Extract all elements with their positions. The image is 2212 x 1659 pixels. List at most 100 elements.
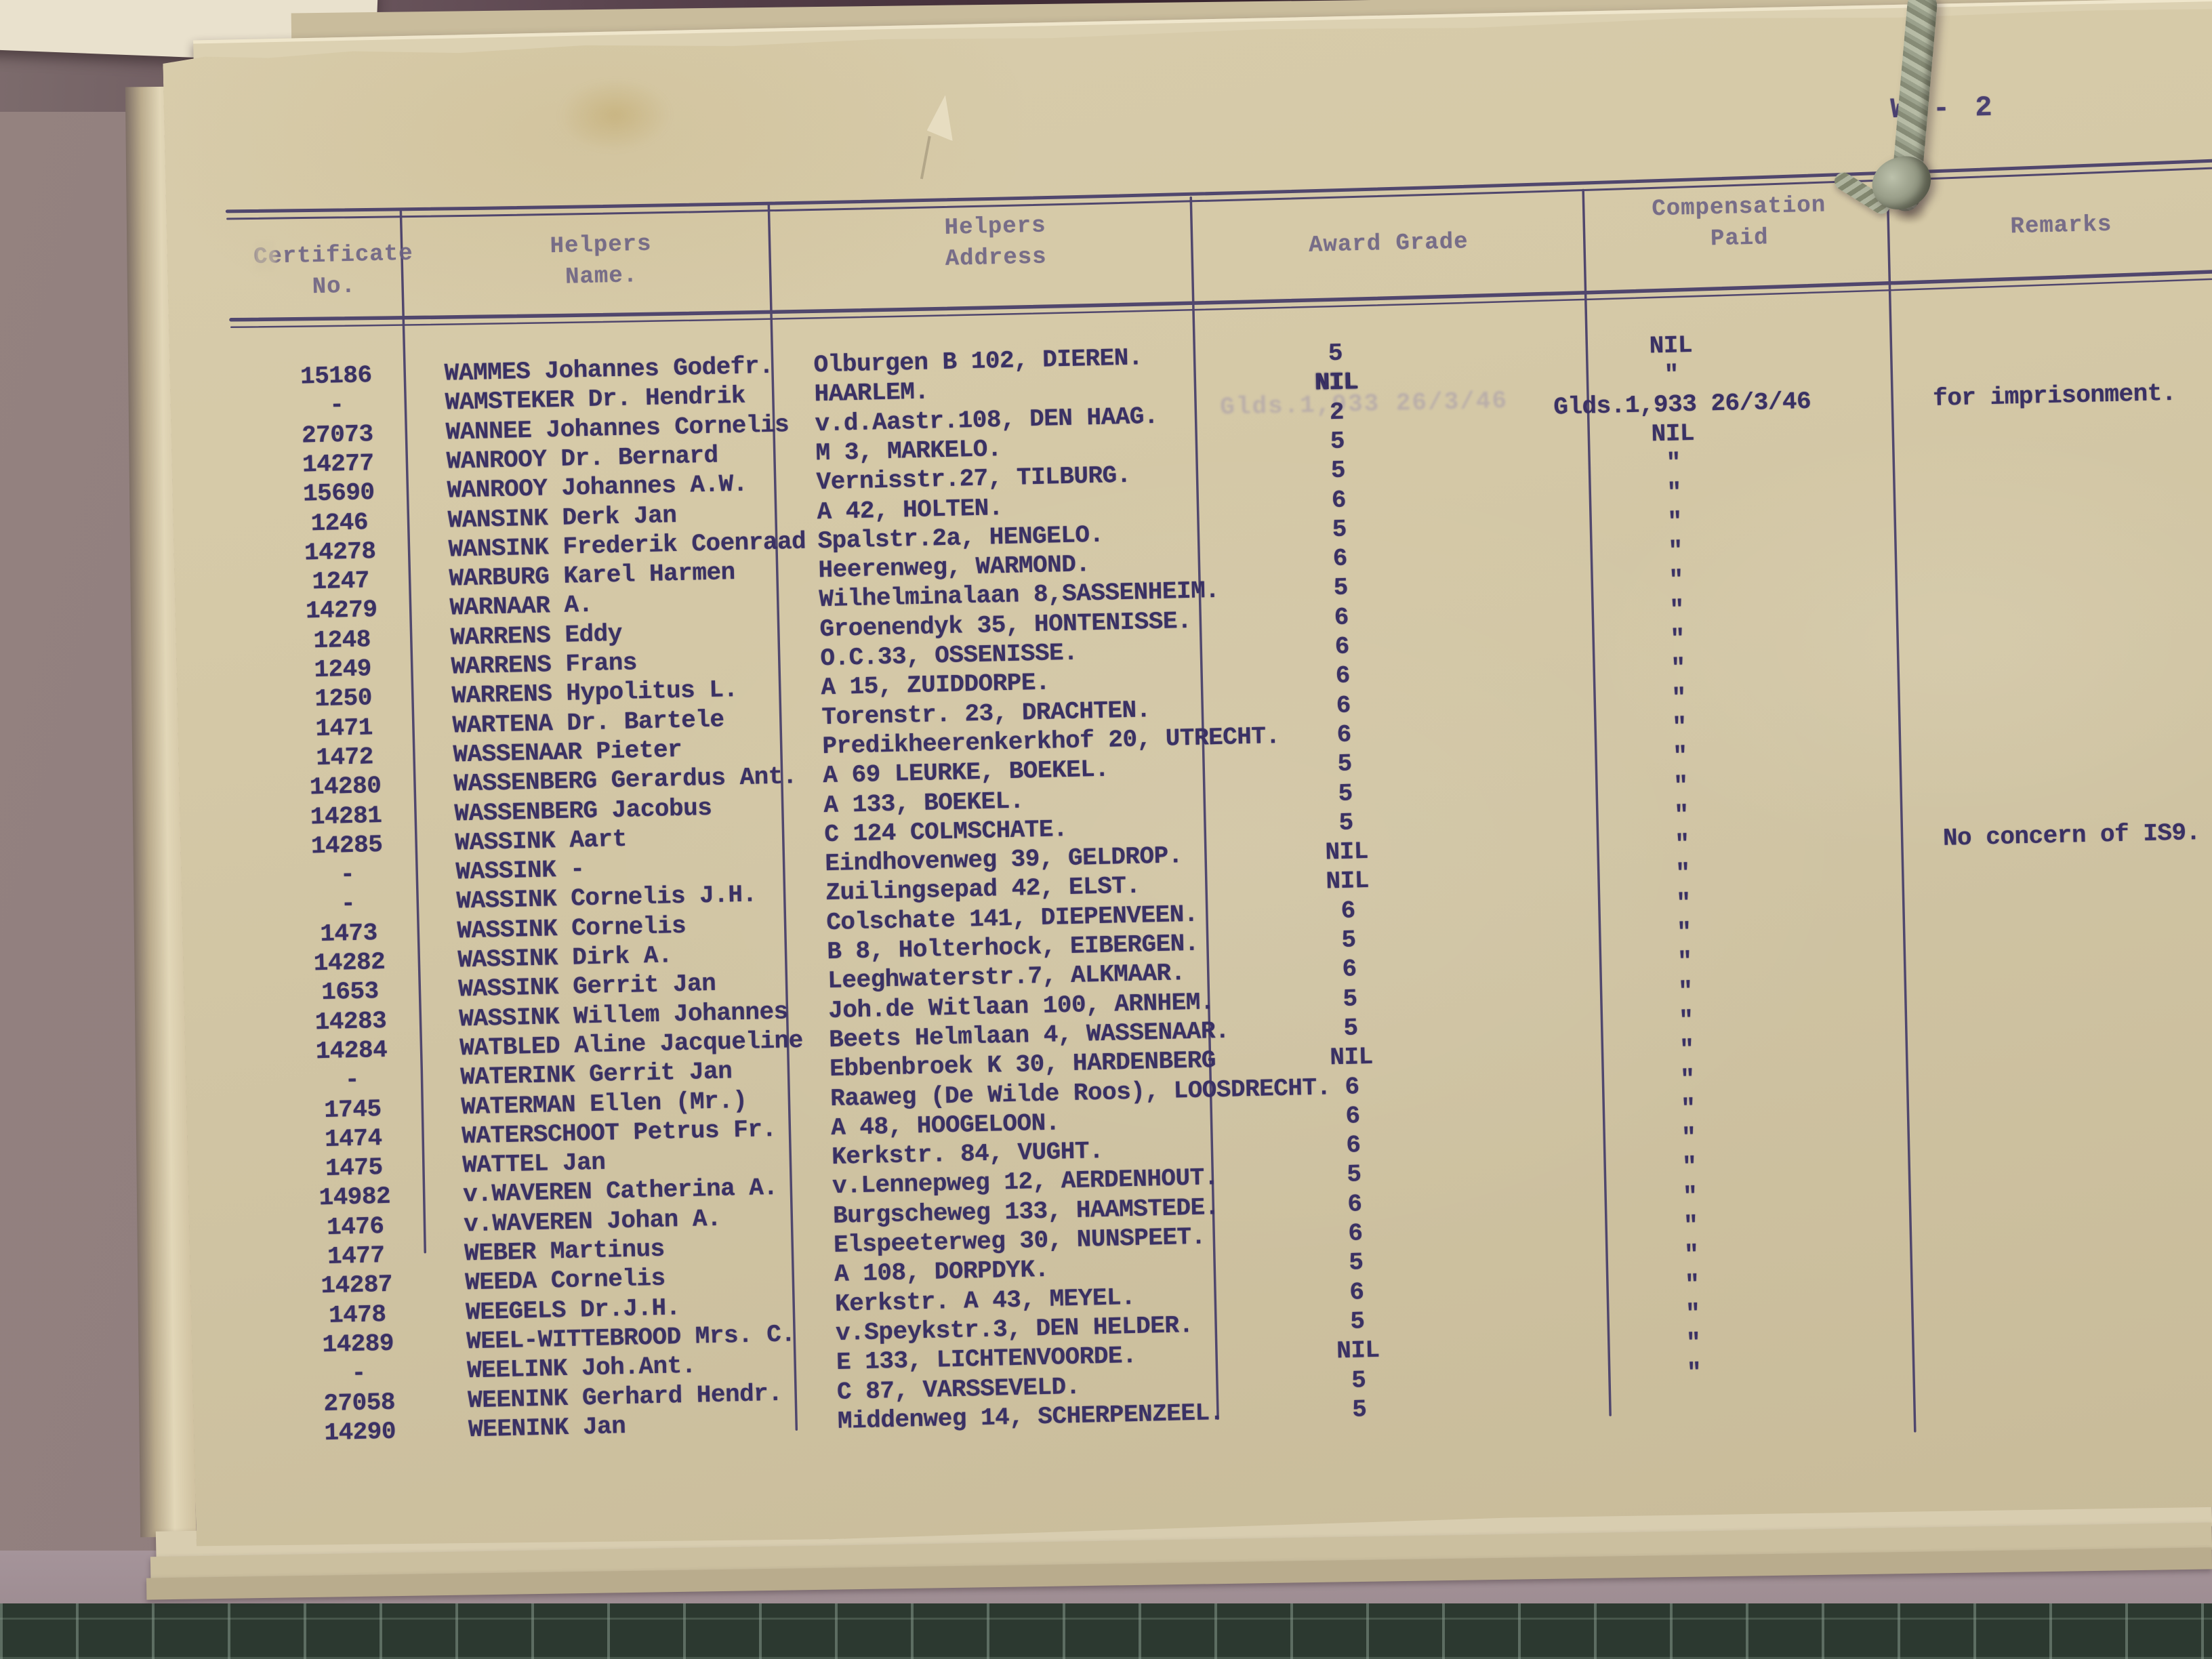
cell-grade: 5 xyxy=(1351,1395,1367,1424)
cell-compensation: " xyxy=(1675,830,1690,859)
cell-grade: 2 xyxy=(1329,398,1345,426)
cell-compensation: " xyxy=(1673,771,1689,800)
cell-address: A 15, ZUIDDORPE. xyxy=(821,668,1050,702)
cell-grade: 5 xyxy=(1328,339,1343,368)
cell-cert: 14277 xyxy=(302,449,375,479)
cell-compensation: " xyxy=(1683,1212,1698,1240)
cell-cert: 1474 xyxy=(324,1124,383,1153)
cell-compensation: " xyxy=(1670,625,1685,653)
cell-name: WARRENS Eddy xyxy=(450,619,623,652)
cell-cert: - xyxy=(344,1066,360,1094)
cell-name: WARRENS Frans xyxy=(451,649,638,681)
cell-grade: 6 xyxy=(1331,486,1347,514)
cell-remarks: No concern of IS9. xyxy=(1942,819,2201,853)
cell-address: O.C.33, OSSENISSE. xyxy=(820,638,1078,673)
cell-compensation: " xyxy=(1666,449,1681,478)
cell-grade: 5 xyxy=(1348,1248,1364,1277)
cell-cert: 14279 xyxy=(305,596,377,626)
cell-grade: 6 xyxy=(1335,661,1351,691)
cell-name: WEELINK Joh.Ant. xyxy=(466,1351,697,1385)
cell-address: Spalstr.2a, HENGELO. xyxy=(817,520,1105,556)
cell-compensation: " xyxy=(1669,595,1685,624)
cell-cert: 14287 xyxy=(321,1271,393,1300)
column-header-helpers-address: Helpers Address xyxy=(800,207,1191,279)
cell-remarks: for imprisonment. xyxy=(1932,379,2177,413)
cell-address: Kerkstr. A 43, MEYEL. xyxy=(834,1283,1136,1318)
cell-cert: 27058 xyxy=(323,1388,396,1418)
cell-address: C 87, VARSSEVELD. xyxy=(836,1372,1081,1406)
cell-cert: - xyxy=(351,1359,367,1388)
cell-grade: NIL xyxy=(1326,867,1370,896)
cell-name: WASSINK - xyxy=(455,855,585,886)
cell-grade: 6 xyxy=(1342,955,1357,984)
cell-compensation: " xyxy=(1668,566,1684,595)
cell-name: WASSENAAR Pieter xyxy=(453,735,682,769)
cell-name: WANSINK Derk Jan xyxy=(447,501,677,535)
cell-compensation: " xyxy=(1679,1065,1695,1094)
cell-grade: 5 xyxy=(1330,427,1345,455)
cell-cert: - xyxy=(329,391,344,419)
cell-cert: 1653 xyxy=(321,977,380,1007)
cell-address: A 69 LEURKE, BOEKEL. xyxy=(822,755,1109,790)
cell-cert: 15690 xyxy=(302,478,375,508)
cell-name: WATERINK Gerrit Jan xyxy=(459,1057,733,1092)
cell-grade: 5 xyxy=(1337,750,1353,779)
cell-compensation: " xyxy=(1676,918,1692,947)
cell-compensation: " xyxy=(1673,742,1688,771)
cell-cert: 1477 xyxy=(327,1242,386,1271)
cell-name: WATTEL Jan xyxy=(462,1148,606,1180)
cell-compensation: " xyxy=(1675,859,1691,888)
cell-grade: 6 xyxy=(1347,1189,1363,1218)
cell-cert: 14982 xyxy=(319,1183,391,1212)
cell-cert: 14290 xyxy=(324,1417,396,1447)
cell-name: WARRENS Hypolitus L. xyxy=(451,676,739,710)
cell-grade: 6 xyxy=(1332,544,1348,573)
cell-grade: 5 xyxy=(1333,573,1349,602)
cell-address: A 48, HOOGELOON. xyxy=(830,1109,1061,1142)
cell-grade: 6 xyxy=(1336,691,1351,720)
cell-name: WARTENA Dr. Bartele xyxy=(452,705,724,740)
cell-compensation: " xyxy=(1679,1036,1694,1064)
cell-cert: 27073 xyxy=(301,419,374,450)
cell-address: Kerkstr. 84, VUGHT. xyxy=(831,1137,1104,1172)
cell-name: WASSINK Cornelis xyxy=(457,912,687,945)
cell-grade: 5 xyxy=(1330,456,1346,485)
cell-grade: 6 xyxy=(1347,1219,1363,1248)
table-grid-lines xyxy=(163,5,2212,1553)
cell-compensation: NIL xyxy=(1649,331,1693,361)
cell-name: WANROOY Dr. Bernard xyxy=(446,441,719,476)
cell-cert: 1249 xyxy=(314,655,372,684)
cell-address: Heerenweg, WARMOND. xyxy=(818,550,1090,585)
cell-grade: 5 xyxy=(1343,1014,1359,1042)
cell-compensation: " xyxy=(1677,947,1693,976)
column-header-helpers-name: Helpers Name. xyxy=(431,226,771,296)
cell-name: WATERMAN Ellen (Mr.) xyxy=(460,1086,747,1121)
cell-compensation: " xyxy=(1667,508,1683,536)
cell-cert: 14281 xyxy=(310,801,382,831)
cell-compensation: " xyxy=(1683,1241,1699,1269)
cell-grade: 6 xyxy=(1345,1072,1360,1101)
cell-compensation: " xyxy=(1681,1153,1697,1181)
cell-address: C 124 COLMSCHATE. xyxy=(823,815,1068,848)
cell-grade: NIL xyxy=(1336,1336,1380,1366)
cell-cert: 14285 xyxy=(310,830,383,861)
cell-address: A 133, BOEKEL. xyxy=(823,786,1025,819)
cell-grade: 6 xyxy=(1346,1131,1361,1160)
column-header-compensation-paid: Compensation Paid xyxy=(1586,188,1892,258)
cell-compensation: " xyxy=(1672,713,1687,741)
cell-grade: NIL xyxy=(1329,1043,1374,1072)
cell-cert: 15186 xyxy=(300,361,373,391)
cell-grade: NIL xyxy=(1314,368,1358,397)
cell-cert: 1472 xyxy=(315,743,374,773)
cell-compensation: " xyxy=(1668,537,1683,565)
cell-name: WARBURG Karel Harmen xyxy=(449,558,736,593)
cell-compensation: " xyxy=(1685,1329,1701,1357)
cell-cert: 14282 xyxy=(313,947,386,978)
cell-address: A 108, DORPDYK. xyxy=(834,1256,1050,1289)
cell-grade: 6 xyxy=(1334,603,1349,632)
cell-name: WAMSTEKER Dr. Hendrik xyxy=(445,382,746,417)
cell-grade: 5 xyxy=(1338,779,1353,808)
cell-cert: 1250 xyxy=(314,684,373,714)
cell-name: WASSINK Dirk A. xyxy=(457,941,673,975)
